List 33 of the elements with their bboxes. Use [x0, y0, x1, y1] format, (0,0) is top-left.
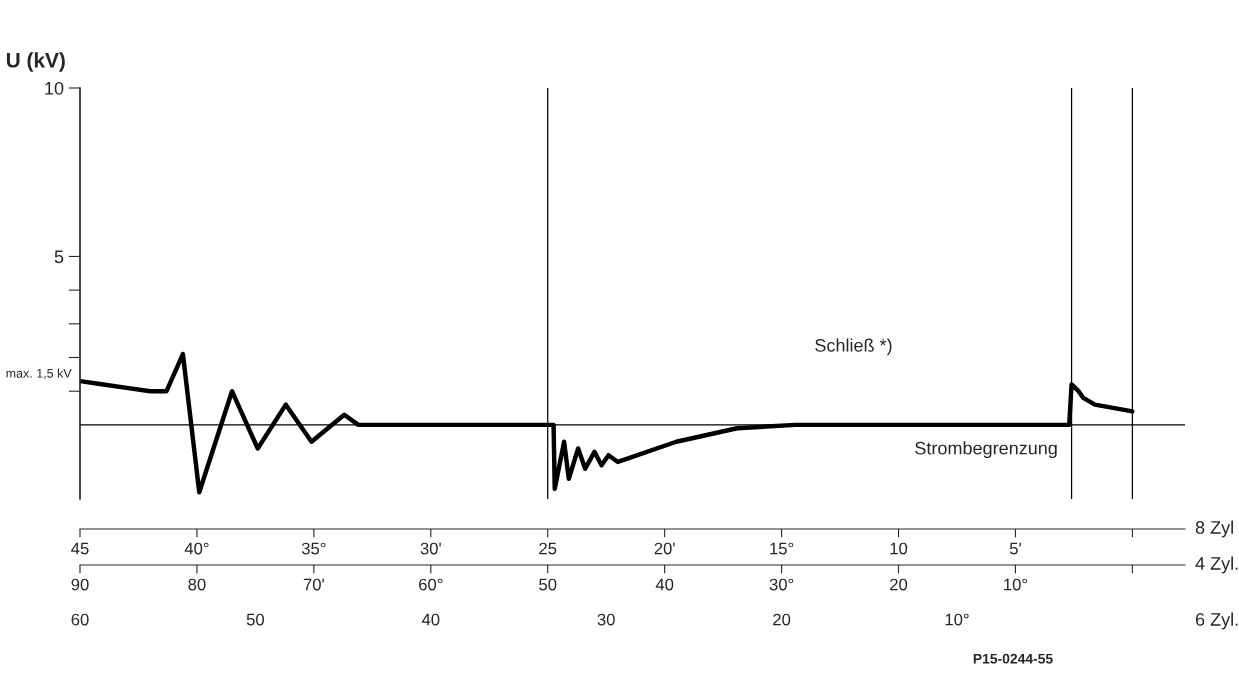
x-tick-label: 35°: [301, 542, 326, 555]
x-tick-label: 5': [1009, 542, 1021, 555]
x2-tick-label: 40: [655, 578, 674, 591]
x2-tick-label: 50: [539, 578, 557, 591]
text: 6 Zyl.: [1195, 612, 1238, 630]
y-tick-label: 5: [54, 250, 64, 264]
x-tick-label: 20': [654, 542, 675, 555]
text: 40: [421, 613, 440, 626]
text: 50: [246, 613, 265, 626]
x2-axis-title: 4 Zyl.: [1195, 556, 1238, 574]
x2-tick-label: 20: [890, 578, 908, 591]
annotation: Schließ *): [815, 338, 892, 356]
x2-tick-label: 60°: [419, 578, 443, 591]
x2-tick-label: 90: [71, 578, 89, 591]
text: 60: [71, 613, 89, 626]
text: 30: [597, 613, 615, 626]
x-axis-title: 8 Zyl: [1195, 520, 1233, 538]
text: 20: [773, 613, 791, 626]
text: 10°: [945, 613, 969, 626]
x-tick-label: 45: [71, 542, 89, 555]
x2-tick-label: 80: [188, 578, 206, 591]
x2-tick-label: 10°: [1004, 578, 1028, 591]
x2-tick-label: 70': [303, 578, 324, 591]
y-axis-title: U (kV): [6, 52, 65, 72]
x-tick-label: 40°: [184, 542, 209, 555]
text: P15-0244-55: [973, 653, 1053, 664]
x-tick-label: 15°: [770, 542, 794, 555]
x2-tick-label: 30°: [769, 578, 794, 591]
annotation: max. 1,5 kV: [6, 368, 72, 380]
x-tick-label: 25: [539, 542, 557, 555]
x-tick-label: 10: [890, 542, 908, 555]
annotation: Strombegrenzung: [915, 441, 1057, 459]
x-tick-label: 30': [420, 542, 441, 555]
